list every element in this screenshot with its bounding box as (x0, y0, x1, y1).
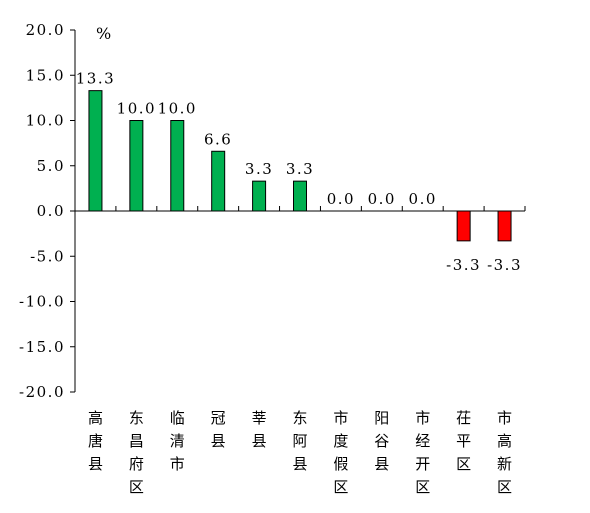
bar (293, 180, 307, 212)
data-label: 3.3 (286, 160, 314, 178)
x-tick-label: 东昌府区 (129, 409, 144, 496)
y-tick-label: -15.0 (19, 338, 65, 356)
data-label: 3.3 (245, 160, 273, 178)
data-label: 10.0 (117, 100, 156, 118)
y-tick-label: 5.0 (37, 157, 65, 175)
y-tick-label: 15.0 (26, 66, 65, 84)
bar (88, 90, 103, 212)
data-label: 0.0 (327, 190, 355, 208)
y-tick-label: -5.0 (30, 247, 65, 265)
x-tick-label: 阳谷县 (374, 409, 389, 473)
y-tick-label: -20.0 (19, 383, 65, 401)
bar (129, 120, 144, 212)
data-label: 6.6 (204, 130, 232, 148)
bar (170, 120, 185, 212)
x-tick-label: 茌平区 (456, 409, 471, 473)
bar (456, 210, 471, 242)
x-tick-label: 市度假区 (333, 409, 348, 496)
data-label: -3.3 (487, 256, 522, 274)
x-tick-label: 市经开区 (415, 409, 430, 496)
x-tick-label: 临清市 (170, 409, 185, 473)
y-tick-label: 0.0 (37, 202, 65, 220)
bar (252, 180, 267, 212)
data-label: 0.0 (368, 190, 396, 208)
y-tick-label: 10.0 (26, 112, 65, 130)
x-tick-label: 高唐县 (88, 409, 103, 473)
y-tick-label: -10.0 (19, 293, 65, 311)
x-tick-label: 东阿县 (292, 409, 307, 473)
y-tick-label: 20.0 (26, 21, 65, 39)
data-label: 13.3 (76, 70, 115, 88)
bar (211, 150, 226, 212)
data-label: 10.0 (158, 100, 197, 118)
data-label: -3.3 (446, 256, 481, 274)
data-label: 0.0 (409, 190, 437, 208)
x-tick-label: 冠县 (211, 409, 226, 450)
x-tick-label: 莘县 (252, 409, 267, 450)
bar (497, 210, 512, 242)
x-tick-label: 市高新区 (497, 409, 512, 496)
unit-label: % (96, 24, 111, 43)
